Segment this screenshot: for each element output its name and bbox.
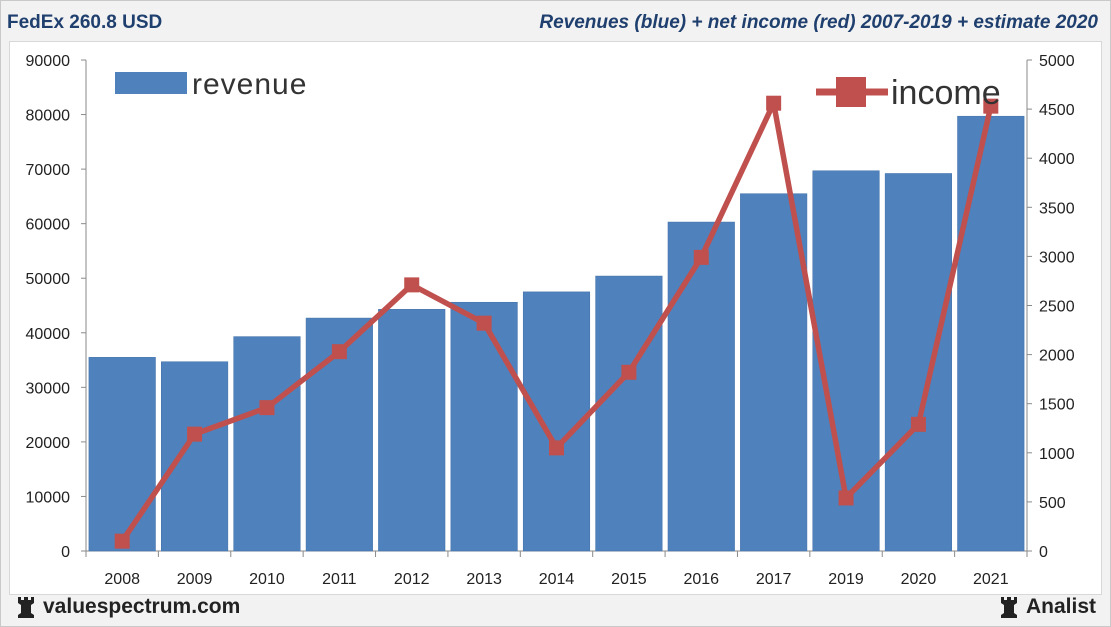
left-tick-label: 50000 — [26, 271, 71, 288]
revenue-bar — [740, 193, 808, 552]
income-marker — [838, 490, 854, 506]
left-tick-label: 10000 — [26, 489, 71, 506]
income-marker — [983, 98, 999, 114]
footer-brand: Analist — [998, 595, 1096, 619]
x-tick-label: 2009 — [177, 571, 213, 588]
revenue-bar — [161, 361, 229, 552]
left-tick-label: 60000 — [26, 217, 71, 234]
x-tick-label: 2013 — [466, 571, 502, 588]
left-tick-label: 40000 — [26, 326, 71, 343]
plot-panel: 0 10000 20000 30000 40000 50000 60000 70000 8000… — [9, 41, 1102, 595]
brand-name: Analist — [1025, 595, 1096, 618]
income-marker — [910, 416, 926, 432]
x-tick-label: 2008 — [104, 571, 140, 588]
revenue-bar — [884, 173, 952, 552]
right-tick-label: 3000 — [1039, 249, 1075, 266]
x-tick-label: 2016 — [683, 571, 719, 588]
left-tick-label: 20000 — [26, 435, 71, 452]
chart-title: Revenues (blue) + net income (red) 2007-… — [539, 12, 1098, 33]
right-tick-label: 2500 — [1039, 299, 1075, 316]
stock-title: FedEx 260.8 USD — [7, 12, 163, 33]
right-tick-label: 2000 — [1039, 348, 1075, 365]
revenue-bar — [595, 275, 663, 552]
income-marker — [259, 400, 275, 416]
right-tick-label: 1500 — [1039, 397, 1075, 414]
x-tick-label: 2019 — [828, 571, 864, 588]
left-tick-label: 80000 — [26, 108, 71, 125]
income-marker — [549, 440, 564, 456]
income-marker — [187, 426, 203, 442]
x-tick-label: 2017 — [756, 571, 792, 588]
income-marker — [331, 344, 347, 360]
income-marker — [404, 277, 420, 293]
revenue-bar — [450, 301, 518, 552]
x-tick-label: 2020 — [901, 571, 937, 588]
left-tick-label: 90000 — [26, 53, 71, 70]
x-tick-label: 2012 — [394, 571, 430, 588]
rook-icon — [1000, 597, 1017, 618]
income-marker — [766, 95, 782, 111]
revenue-bar — [667, 221, 735, 552]
left-tick-label: 30000 — [26, 380, 71, 397]
right-tick-label: 4500 — [1039, 102, 1075, 119]
income-marker — [476, 315, 492, 331]
legend-revenue-label: revenue — [192, 68, 307, 101]
x-tick-label: 2021 — [973, 571, 1009, 588]
income-marker — [621, 364, 637, 380]
rook-icon — [18, 597, 34, 618]
x-tick-label: 2014 — [539, 571, 575, 588]
revenue-bar — [957, 115, 1025, 552]
revenue-bar — [233, 336, 301, 552]
revenue-bar — [378, 309, 446, 552]
left-tick-label: 70000 — [26, 162, 71, 179]
x-tick-label: 2011 — [322, 571, 357, 588]
footer-site: valuespectrum.com — [15, 595, 240, 619]
legend-revenue-swatch — [115, 72, 187, 94]
x-tick-label: 2010 — [249, 571, 285, 588]
right-tick-label: 3500 — [1039, 200, 1075, 217]
right-tick-label: 4000 — [1039, 151, 1075, 168]
right-tick-label: 5000 — [1039, 53, 1075, 70]
right-tick-label: 0 — [1039, 544, 1048, 561]
left-tick-label: 0 — [61, 544, 70, 561]
x-tick-label: 2015 — [611, 571, 647, 588]
legend-income-label: income — [891, 74, 1001, 112]
right-tick-label: 500 — [1039, 495, 1066, 512]
revenue-bar — [88, 357, 156, 552]
site-name: valuespectrum.com — [43, 595, 241, 618]
combo-chart: 0100002000030000400005000060000700008000… — [26, 53, 1075, 588]
income-marker — [693, 249, 709, 265]
income-marker — [114, 533, 130, 549]
right-tick-label: 1000 — [1039, 446, 1075, 463]
legend-income-marker — [836, 77, 866, 107]
